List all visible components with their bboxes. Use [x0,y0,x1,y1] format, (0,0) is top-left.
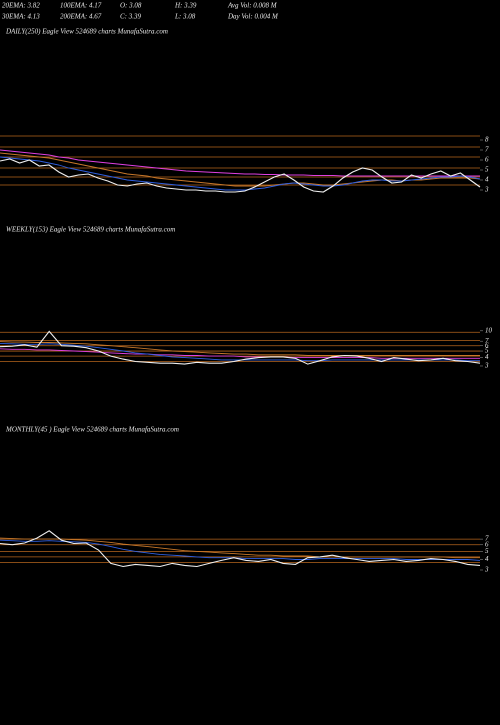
price-line [0,156,481,191]
y-tick-label: 5 [485,547,489,555]
header-stat: Day Vol: 0.004 M [227,13,279,21]
price-line [0,149,480,177]
y-tick-label: 4 [485,176,489,184]
header-stat: Avg Vol: 0.008 M [227,2,278,10]
y-tick-label: 8 [485,136,489,144]
header-stat: H: 3.39 [174,2,197,10]
price-line [0,330,481,365]
y-tick-label: 7 [485,146,489,154]
price-line [0,537,480,559]
panel-title: MONTHLY(45 ) Eagle View 524689 charts Mu… [5,426,179,434]
y-tick-label: 7 [485,337,489,345]
y-tick-label: 6 [485,156,489,164]
header-stat: 100EMA: 4.17 [60,2,102,10]
y-tick-label: 6 [485,341,489,349]
header-stat: 30EMA: 4.13 [1,13,40,21]
y-tick-label: 7 [485,535,489,543]
y-tick-label: 10 [485,326,493,334]
price-line [0,158,481,193]
price-line [0,341,480,356]
y-tick-label: 4 [485,353,489,361]
header-stat: L: 3.08 [174,13,196,21]
y-tick-label: 4 [485,555,489,563]
header-stat: 20EMA: 3.82 [2,2,40,10]
header-stat: 200EMA: 4.67 [60,13,102,21]
y-tick-label: 3 [484,186,489,194]
panel-title: DAILY(250) Eagle View 524689 charts Muna… [5,28,168,36]
header-stat: C: 3.39 [120,13,142,21]
header-stat: O: 3.08 [120,2,142,10]
panel-title: WEEKLY(153) Eagle View 524689 charts Mun… [6,226,175,234]
price-line [0,530,481,568]
y-tick-label: 5 [485,347,489,355]
y-tick-label: 5 [485,166,489,174]
y-tick-label: 3 [484,362,489,370]
price-line [0,539,481,561]
y-tick-label: 3 [484,566,489,574]
y-tick-label: 6 [485,540,489,548]
